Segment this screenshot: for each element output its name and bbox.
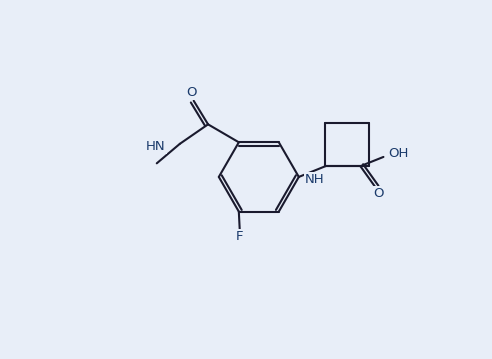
- Text: NH: NH: [305, 173, 325, 186]
- Text: OH: OH: [389, 147, 409, 160]
- Text: O: O: [373, 187, 384, 200]
- Text: F: F: [236, 230, 244, 243]
- Text: O: O: [186, 86, 196, 99]
- Text: HN: HN: [146, 140, 165, 153]
